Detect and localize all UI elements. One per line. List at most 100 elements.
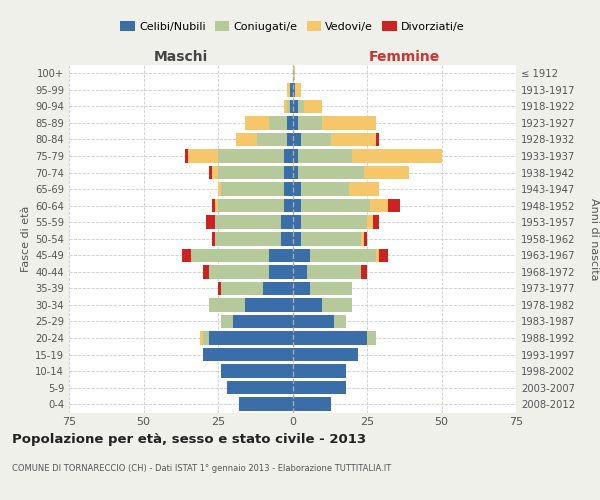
Bar xyxy=(203,265,209,278)
Bar xyxy=(304,100,322,113)
Bar xyxy=(284,100,287,113)
Bar xyxy=(293,182,301,196)
Bar xyxy=(239,398,293,411)
Bar xyxy=(227,381,293,394)
Bar xyxy=(269,265,293,278)
Bar xyxy=(221,314,233,328)
Bar xyxy=(269,116,287,130)
Bar xyxy=(287,132,293,146)
Bar xyxy=(301,199,370,212)
Bar xyxy=(284,199,293,212)
Bar xyxy=(293,166,298,179)
Bar xyxy=(293,332,367,345)
Bar xyxy=(301,132,331,146)
Bar xyxy=(293,282,310,295)
Bar xyxy=(352,149,442,163)
Bar xyxy=(293,398,331,411)
Bar xyxy=(218,149,284,163)
Bar xyxy=(307,265,361,278)
Bar xyxy=(293,149,298,163)
Text: Femmine: Femmine xyxy=(368,50,440,64)
Y-axis label: Anni di nascita: Anni di nascita xyxy=(589,198,599,280)
Bar xyxy=(293,132,301,146)
Bar xyxy=(293,364,346,378)
Bar xyxy=(361,265,367,278)
Text: Maschi: Maschi xyxy=(154,50,208,64)
Bar xyxy=(221,282,263,295)
Bar xyxy=(191,248,269,262)
Bar xyxy=(284,149,293,163)
Bar xyxy=(370,199,388,212)
Bar xyxy=(209,332,293,345)
Bar xyxy=(281,216,293,229)
Bar xyxy=(295,83,301,96)
Bar xyxy=(364,166,409,179)
Bar xyxy=(215,216,281,229)
Bar xyxy=(287,100,290,113)
Bar xyxy=(236,132,257,146)
Bar xyxy=(301,182,349,196)
Bar xyxy=(349,182,379,196)
Bar xyxy=(293,199,301,212)
Bar xyxy=(293,66,295,80)
Bar xyxy=(293,314,334,328)
Bar xyxy=(206,216,215,229)
Bar xyxy=(218,282,221,295)
Bar xyxy=(334,314,346,328)
Bar xyxy=(298,116,322,130)
Bar xyxy=(293,265,307,278)
Bar xyxy=(212,199,215,212)
Bar xyxy=(298,149,352,163)
Bar xyxy=(233,314,293,328)
Bar xyxy=(212,232,215,245)
Bar xyxy=(367,216,373,229)
Bar xyxy=(185,149,188,163)
Bar xyxy=(212,166,218,179)
Bar xyxy=(182,248,191,262)
Bar xyxy=(284,182,293,196)
Bar xyxy=(281,232,293,245)
Bar xyxy=(293,232,301,245)
Bar xyxy=(284,166,293,179)
Bar xyxy=(310,282,352,295)
Bar xyxy=(209,265,269,278)
Y-axis label: Fasce di età: Fasce di età xyxy=(21,206,31,272)
Bar xyxy=(245,298,293,312)
Bar xyxy=(287,116,293,130)
Bar xyxy=(293,100,298,113)
Bar xyxy=(322,116,376,130)
Bar xyxy=(215,232,281,245)
Bar xyxy=(203,332,209,345)
Bar xyxy=(218,166,284,179)
Bar xyxy=(379,248,388,262)
Bar xyxy=(310,248,376,262)
Text: COMUNE DI TORNARECCIO (CH) - Dati ISTAT 1° gennaio 2013 - Elaborazione TUTTITALI: COMUNE DI TORNARECCIO (CH) - Dati ISTAT … xyxy=(12,464,391,473)
Bar xyxy=(293,216,301,229)
Bar xyxy=(269,248,293,262)
Bar xyxy=(203,348,293,362)
Bar xyxy=(293,248,310,262)
Text: Popolazione per età, sesso e stato civile - 2013: Popolazione per età, sesso e stato civil… xyxy=(12,432,366,446)
Bar xyxy=(301,232,361,245)
Bar xyxy=(221,182,284,196)
Legend: Celibi/Nubili, Coniugati/e, Vedovi/e, Divorziati/e: Celibi/Nubili, Coniugati/e, Vedovi/e, Di… xyxy=(116,16,469,36)
Bar xyxy=(287,83,290,96)
Bar xyxy=(331,132,376,146)
Bar xyxy=(188,149,218,163)
Bar xyxy=(322,298,352,312)
Bar xyxy=(301,216,367,229)
Bar xyxy=(364,232,367,245)
Bar xyxy=(290,83,293,96)
Bar xyxy=(209,166,212,179)
Bar xyxy=(388,199,400,212)
Bar xyxy=(361,232,364,245)
Bar xyxy=(373,216,379,229)
Bar xyxy=(263,282,293,295)
Bar xyxy=(376,132,379,146)
Bar xyxy=(257,132,287,146)
Bar xyxy=(221,364,293,378)
Bar xyxy=(293,348,358,362)
Bar xyxy=(293,381,346,394)
Bar xyxy=(293,298,322,312)
Bar xyxy=(200,332,203,345)
